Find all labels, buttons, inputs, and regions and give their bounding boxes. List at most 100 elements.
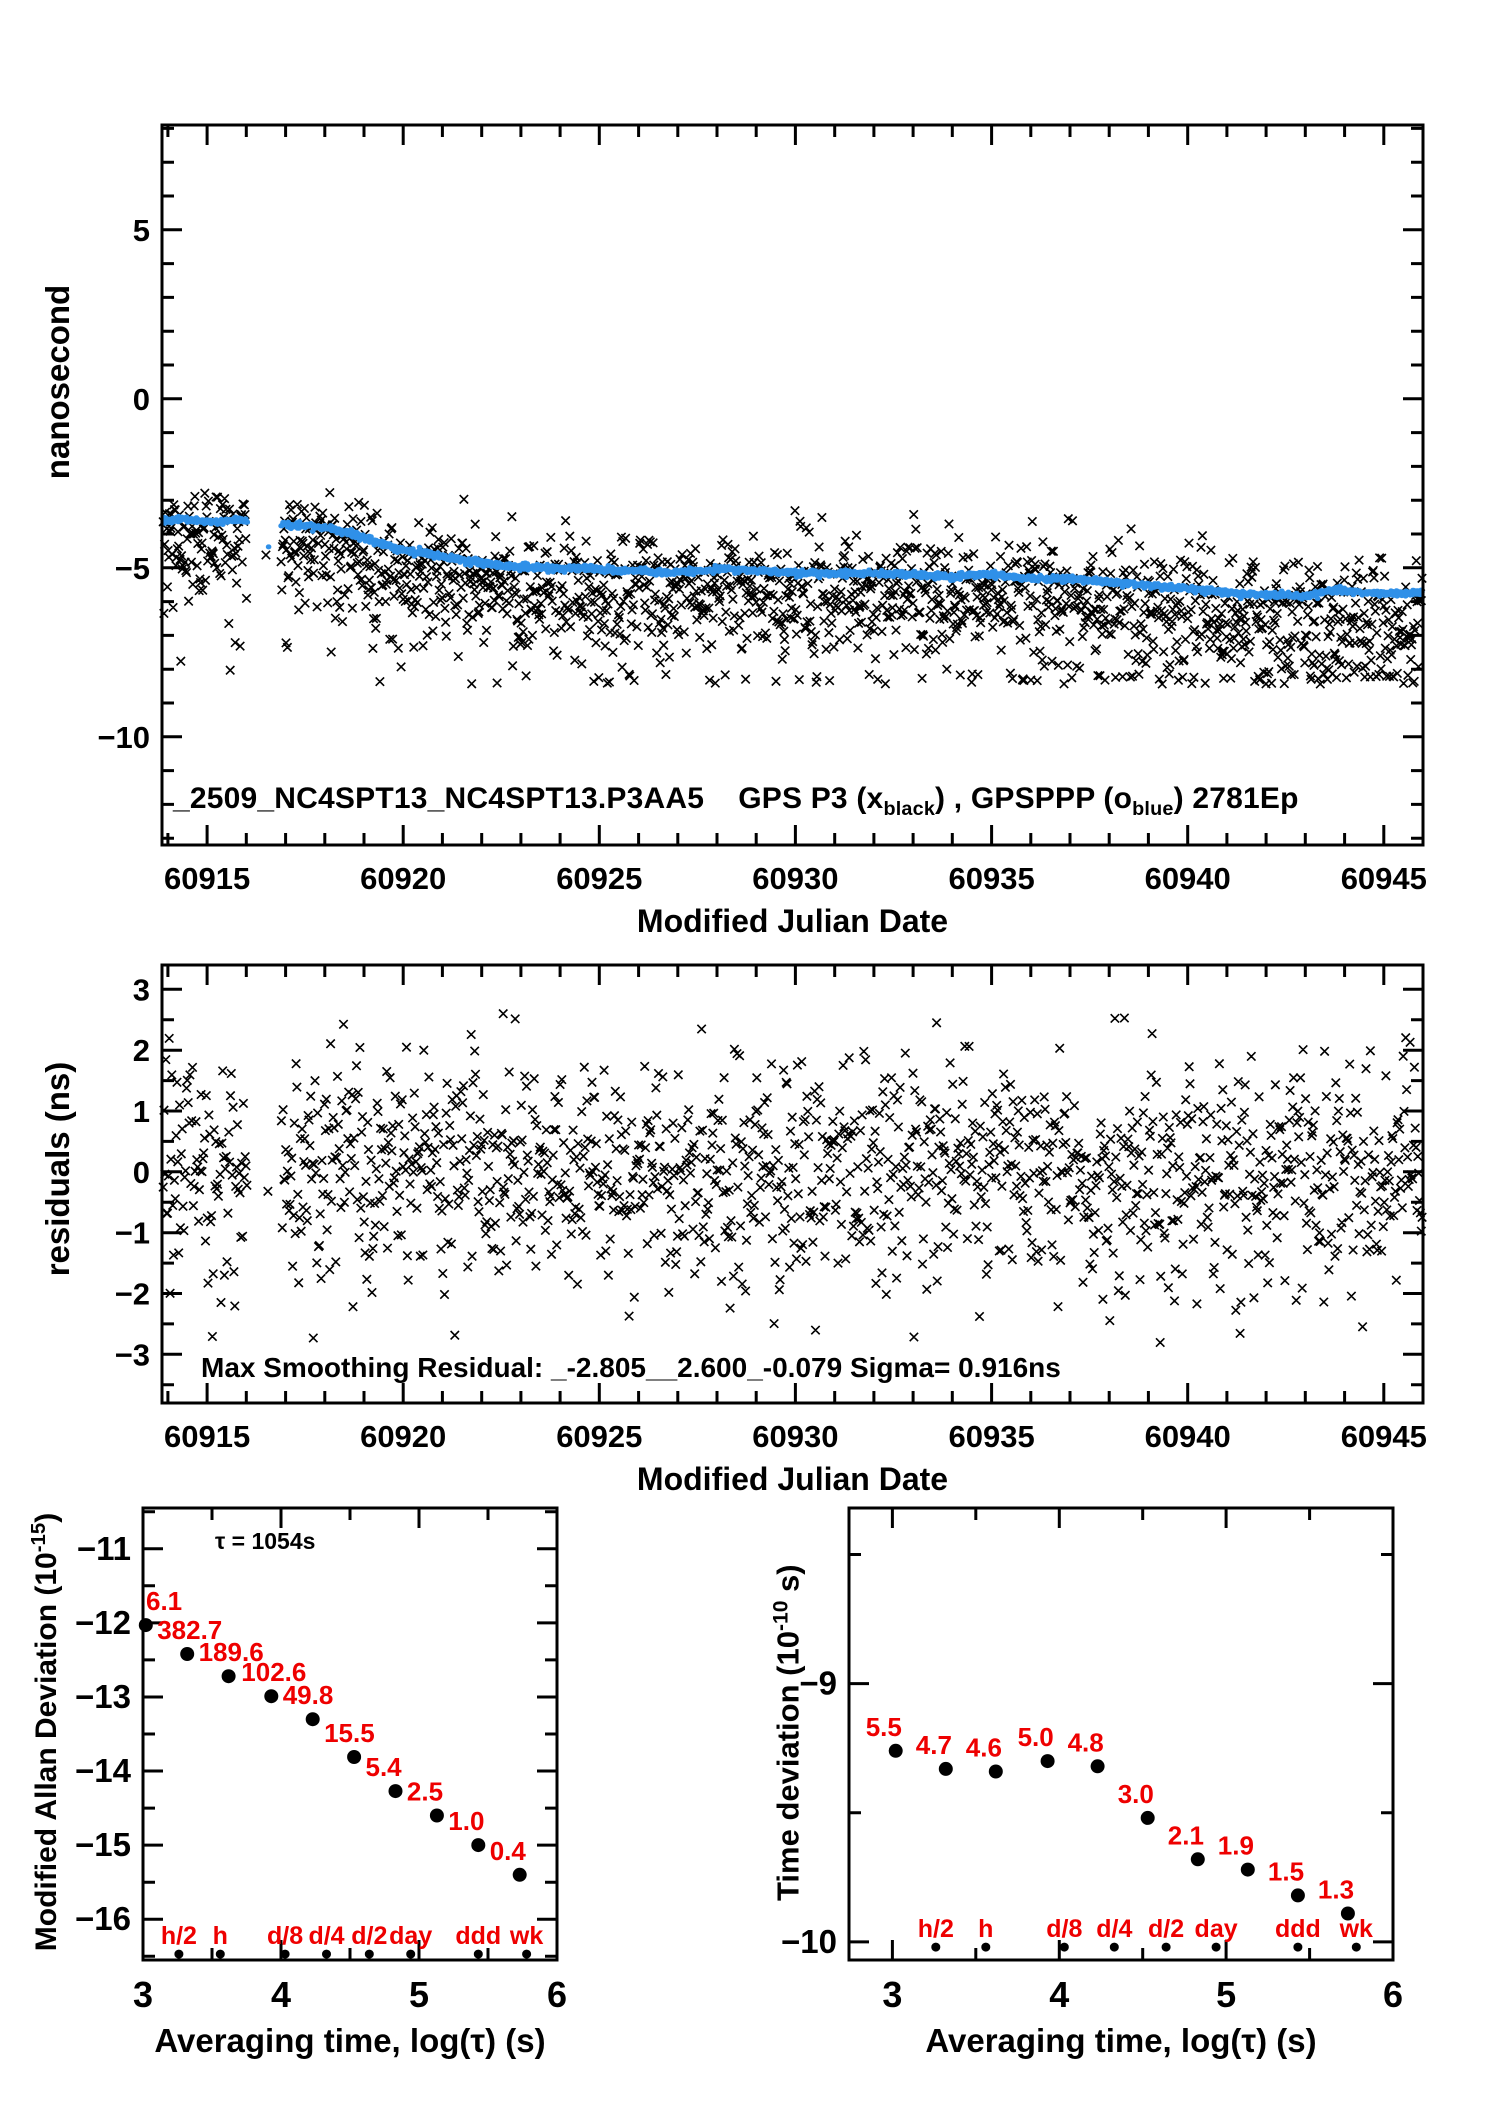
x-tick-label: 6 (547, 1974, 567, 2015)
panel2-ylabel: residuals (ns) (39, 869, 77, 1469)
legend-gps-p3-sub: black (883, 797, 936, 820)
epoch-marker-dot (364, 1949, 374, 1959)
deviation-point (180, 1647, 195, 1661)
epoch-marker-label: d/4 (308, 1922, 344, 1950)
deviation-point-label: 5.5 (866, 1712, 902, 1742)
deviation-point (988, 1764, 1003, 1779)
deviation-point-label: 1.9 (1218, 1831, 1254, 1861)
y-tick-label: −14 (75, 1752, 132, 1789)
deviation-point-label: 102.6 (241, 1657, 306, 1687)
panel3-ylabel: Modified Allan Deviation (10-15) (28, 1432, 64, 2032)
deviation-point (1140, 1810, 1155, 1825)
deviation-point-label: 1.5 (1268, 1856, 1304, 1886)
x-tick-label: 4 (271, 1974, 291, 2015)
panel3-ylabel-sup: -15 (28, 1522, 50, 1553)
epoch-marker-label: d/8 (267, 1922, 303, 1950)
x-tick-label: 60935 (948, 861, 1034, 896)
epoch-marker-label: ddd (455, 1922, 501, 1950)
y-tick-label: −2 (115, 1277, 150, 1312)
epoch-marker-label: h (978, 1915, 993, 1943)
deviation-point (1340, 1906, 1355, 1921)
epoch-marker-dot (322, 1949, 331, 1959)
deviation-point (888, 1743, 903, 1758)
deviation-point (938, 1761, 953, 1776)
deviation-point-label: 4.8 (1068, 1727, 1104, 1757)
x-tick-label: 60915 (164, 1419, 250, 1454)
epoch-marker-dot (1059, 1942, 1069, 1952)
x-tick-label: 60925 (556, 861, 642, 896)
deviation-point (305, 1712, 320, 1727)
epoch-marker-dot (280, 1949, 290, 1959)
panel3-xaxis-title: Averaging time, log(τ) (s) (154, 2022, 545, 2059)
y-tick-label: −10 (97, 720, 150, 755)
deviation-point-label: 2.1 (1168, 1820, 1204, 1850)
x-tick-label: 60940 (1145, 1419, 1231, 1454)
epoch-marker-label: d/2 (1148, 1915, 1184, 1943)
x-tick-label: 60925 (556, 1419, 642, 1454)
deviation-point-label: 189.6 (199, 1637, 264, 1667)
x-tick-label: 5 (409, 1974, 429, 2015)
y-tick-label: −5 (115, 551, 150, 586)
deviation-point-label: 1.0 (448, 1806, 484, 1836)
epoch-marker-label: d/4 (1096, 1915, 1132, 1943)
deviation-point (1040, 1754, 1055, 1769)
epoch-marker-label: d/8 (1046, 1915, 1082, 1943)
y-tick-label: 5 (133, 213, 150, 248)
deviation-point (512, 1867, 527, 1882)
deviation-point (264, 1689, 279, 1704)
x-tick-label: 60940 (1145, 861, 1231, 896)
epoch-marker-dot (406, 1949, 416, 1959)
epoch-marker-label: h/2 (918, 1915, 954, 1943)
x-tick-label: 60945 (1341, 861, 1427, 896)
panel4-ylabel-pre: Time deviation (10 (770, 1631, 806, 1901)
panel1-scatter-gpsp3 (158, 487, 1427, 689)
epoch-marker-label: d/2 (351, 1922, 387, 1950)
epoch-marker-label: h/2 (161, 1922, 197, 1950)
legend-epochs: ) 2781Ep (1173, 782, 1299, 815)
deviation-point-label: 3.0 (1118, 1779, 1154, 1809)
y-tick-label: −16 (75, 1900, 131, 1937)
panel1-ylabel: nanosecond (39, 82, 77, 682)
y-tick-label: −11 (77, 1530, 131, 1567)
epoch-marker-dot (473, 1949, 483, 1959)
y-tick-label: −1 (115, 1216, 150, 1251)
panel1-ylabel-text: nanosecond (39, 284, 76, 480)
deviation-point-label: 382.7 (157, 1615, 222, 1645)
deviation-point (429, 1808, 444, 1823)
y-tick-label: 0 (133, 1155, 150, 1190)
panel3-tau-note: τ = 1054s (215, 1528, 316, 1554)
x-tick-label: 60915 (164, 861, 250, 896)
panel3-ylabel-pre: Modified Allan Deviation (10 (30, 1552, 63, 1952)
epoch-marker-label: wk (509, 1922, 543, 1950)
panel1-xaxis-title: Modified Julian Date (637, 903, 948, 939)
deviation-point-label: 0.4 (490, 1836, 527, 1866)
epoch-marker-dot (174, 1949, 184, 1959)
y-tick-label: −13 (75, 1678, 131, 1715)
panel3-ylabel-post: ) (30, 1512, 63, 1523)
deviation-point (221, 1669, 236, 1684)
panel1-inplot-title: _2509_NC4SPT13_NC4SPT13.P3AA5 GPS P3 (xb… (173, 782, 1299, 821)
x-tick-label: 60920 (360, 1419, 446, 1454)
legend-gpsppp-sub: blue (1132, 797, 1174, 820)
y-tick-label: 2 (133, 1033, 150, 1068)
deviation-point (347, 1750, 362, 1764)
x-tick-label: 60930 (752, 861, 838, 896)
panel1: 5 0 −5 −10 60915 60920 60925 60930 60935 60940 609… (97, 123, 1427, 939)
deviation-point-label: 4.7 (916, 1730, 952, 1760)
epoch-marker-dot (1351, 1942, 1361, 1952)
epoch-marker-label: wk (1339, 1915, 1373, 1943)
epoch-marker-dot (1211, 1942, 1221, 1952)
deviation-point-label: 1.3 (1318, 1875, 1354, 1905)
title-spacer (704, 782, 738, 815)
x-tick-label: 60945 (1341, 1419, 1427, 1454)
deviation-point-label: 5.4 (366, 1752, 403, 1782)
y-tick-label: 3 (133, 972, 150, 1007)
y-tick-label: 0 (133, 382, 150, 417)
x-tick-label: 3 (882, 1974, 902, 2015)
x-tick-label: 60935 (948, 1419, 1034, 1454)
x-tick-label: 5 (1216, 1974, 1236, 2015)
epoch-marker-dot (1109, 1942, 1119, 1952)
x-tick-label: 6 (1383, 1974, 1403, 2015)
panel4-ylabel-sup: -10 (769, 1600, 793, 1632)
